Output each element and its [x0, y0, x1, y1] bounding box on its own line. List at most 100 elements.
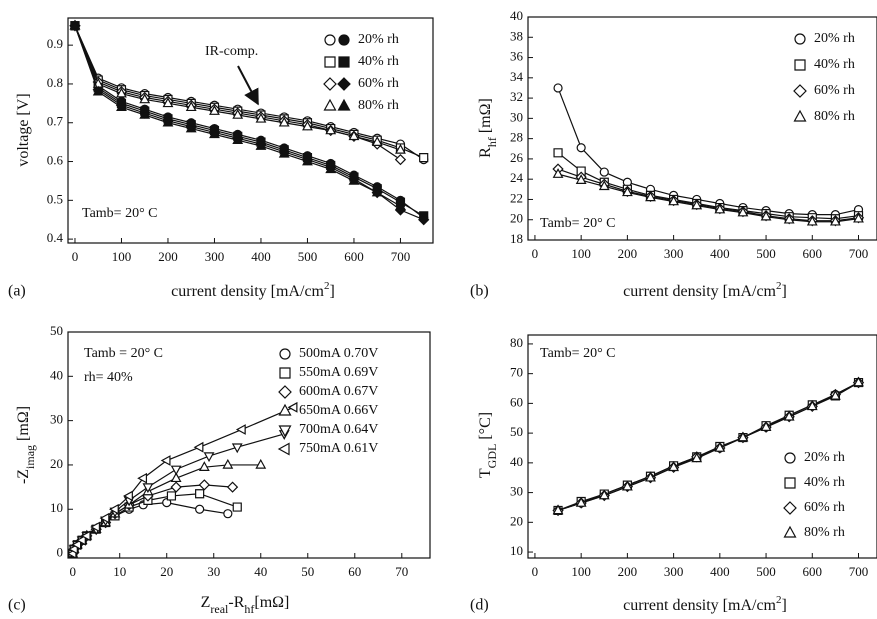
x-tick-label: 40	[254, 564, 267, 579]
annotation: IR-comp.	[205, 44, 258, 59]
marker	[371, 186, 383, 197]
legend-marker	[323, 77, 337, 91]
legend-label: 80% rh	[804, 525, 845, 540]
x-tick-label: 200	[618, 564, 638, 579]
legend-marker	[793, 109, 807, 122]
x-tick-label: 600	[803, 564, 823, 579]
legend-label: 550mA 0.69V	[299, 365, 378, 380]
data-area	[552, 83, 865, 227]
y-axis-label-part: [°C]	[477, 412, 494, 444]
x-axis-label: current density [mA/cm2]	[623, 594, 787, 614]
marker	[108, 503, 119, 515]
y-tick-label: 0.8	[47, 75, 63, 90]
marker	[419, 153, 429, 163]
marker	[139, 108, 151, 119]
y-axis-label-part: T	[477, 468, 494, 478]
panel: 0 100 200 300 400 500 600 700 18 20 22 24 26 28 30 32 34…	[470, 8, 877, 300]
legend-label: 750mA 0.61V	[299, 441, 378, 456]
marker	[170, 465, 182, 476]
marker	[170, 472, 182, 483]
y-axis-label-part: GDL	[485, 444, 499, 469]
marker	[71, 539, 82, 551]
y-tick-label: 36	[510, 49, 524, 64]
x-tick-label: 0	[532, 246, 539, 261]
series-line	[74, 25, 425, 219]
y-tick-label: 10	[510, 543, 523, 558]
marker	[853, 376, 864, 387]
legend-label: 40% rh	[358, 54, 399, 69]
x-tick-label: 500	[756, 564, 776, 579]
marker	[806, 400, 818, 411]
marker	[737, 431, 749, 442]
y-tick-label: 32	[510, 89, 523, 104]
marker	[829, 215, 841, 226]
series-line	[74, 25, 425, 161]
legend-label: 20% rh	[804, 450, 845, 465]
annotation: Tamb= 20° C	[540, 346, 616, 361]
series-line	[72, 464, 261, 554]
legend-label: 40% rh	[814, 57, 855, 72]
y-tick-label: 0.4	[47, 230, 64, 245]
panel-label: (b)	[470, 283, 489, 300]
x-tick-label: 10	[113, 564, 126, 579]
marker	[232, 108, 244, 119]
y-tick-label: 60	[510, 394, 523, 409]
marker	[209, 128, 220, 139]
y-tick-label: 28	[510, 130, 523, 145]
x-tick-label: 200	[158, 249, 178, 264]
marker	[348, 174, 360, 185]
marker	[255, 139, 267, 150]
marker	[116, 101, 127, 112]
legend-marker	[793, 84, 807, 98]
marker	[714, 203, 726, 214]
marker	[198, 461, 210, 471]
marker	[255, 458, 267, 469]
marker	[287, 401, 298, 413]
marker	[170, 481, 182, 493]
legend-marker	[337, 77, 351, 91]
x-tick-label: 300	[664, 564, 684, 579]
marker	[348, 130, 360, 141]
legend-label: 20% rh	[814, 31, 855, 46]
data-area	[68, 401, 298, 558]
marker	[162, 498, 172, 508]
x-axis-label-part: current density [mA/cm	[623, 283, 776, 300]
series-line	[74, 25, 424, 221]
y-axis-label: Rhf [mΩ]	[477, 98, 499, 158]
marker	[185, 101, 197, 112]
marker	[576, 143, 586, 153]
y-axis-label-part: [mΩ]	[477, 98, 494, 137]
marker	[302, 120, 313, 131]
x-axis-label: current density [mA/cm2]	[623, 280, 787, 300]
x-axis-label-part: ]	[782, 283, 787, 300]
legend-marker	[783, 525, 797, 538]
legend-label: 600mA 0.67V	[299, 384, 378, 399]
x-tick-label: 200	[618, 246, 638, 261]
y-tick-label: 40	[50, 367, 63, 382]
y-tick-label: 26	[510, 150, 524, 165]
annotation: Tamb= 20° C	[82, 206, 158, 221]
legend-label: 80% rh	[358, 98, 399, 113]
x-tick-label: 300	[205, 249, 225, 264]
marker	[195, 489, 205, 499]
marker	[116, 87, 127, 98]
y-tick-label: 10	[50, 500, 63, 515]
legend-marker	[784, 452, 796, 464]
legend-marker	[783, 501, 797, 515]
marker	[394, 153, 407, 166]
x-tick-label: 400	[710, 564, 730, 579]
y-tick-label: 40	[510, 454, 523, 469]
x-tick-label: 100	[112, 249, 132, 264]
data-area	[69, 19, 430, 226]
y-tick-label: 20	[50, 456, 63, 471]
marker	[575, 496, 587, 507]
marker	[395, 143, 406, 154]
marker	[783, 410, 795, 421]
y-tick-label: 0	[57, 545, 64, 560]
marker	[853, 212, 864, 223]
series-line	[557, 87, 859, 216]
marker	[198, 479, 210, 491]
marker	[162, 116, 174, 127]
x-tick-label: 50	[301, 564, 314, 579]
